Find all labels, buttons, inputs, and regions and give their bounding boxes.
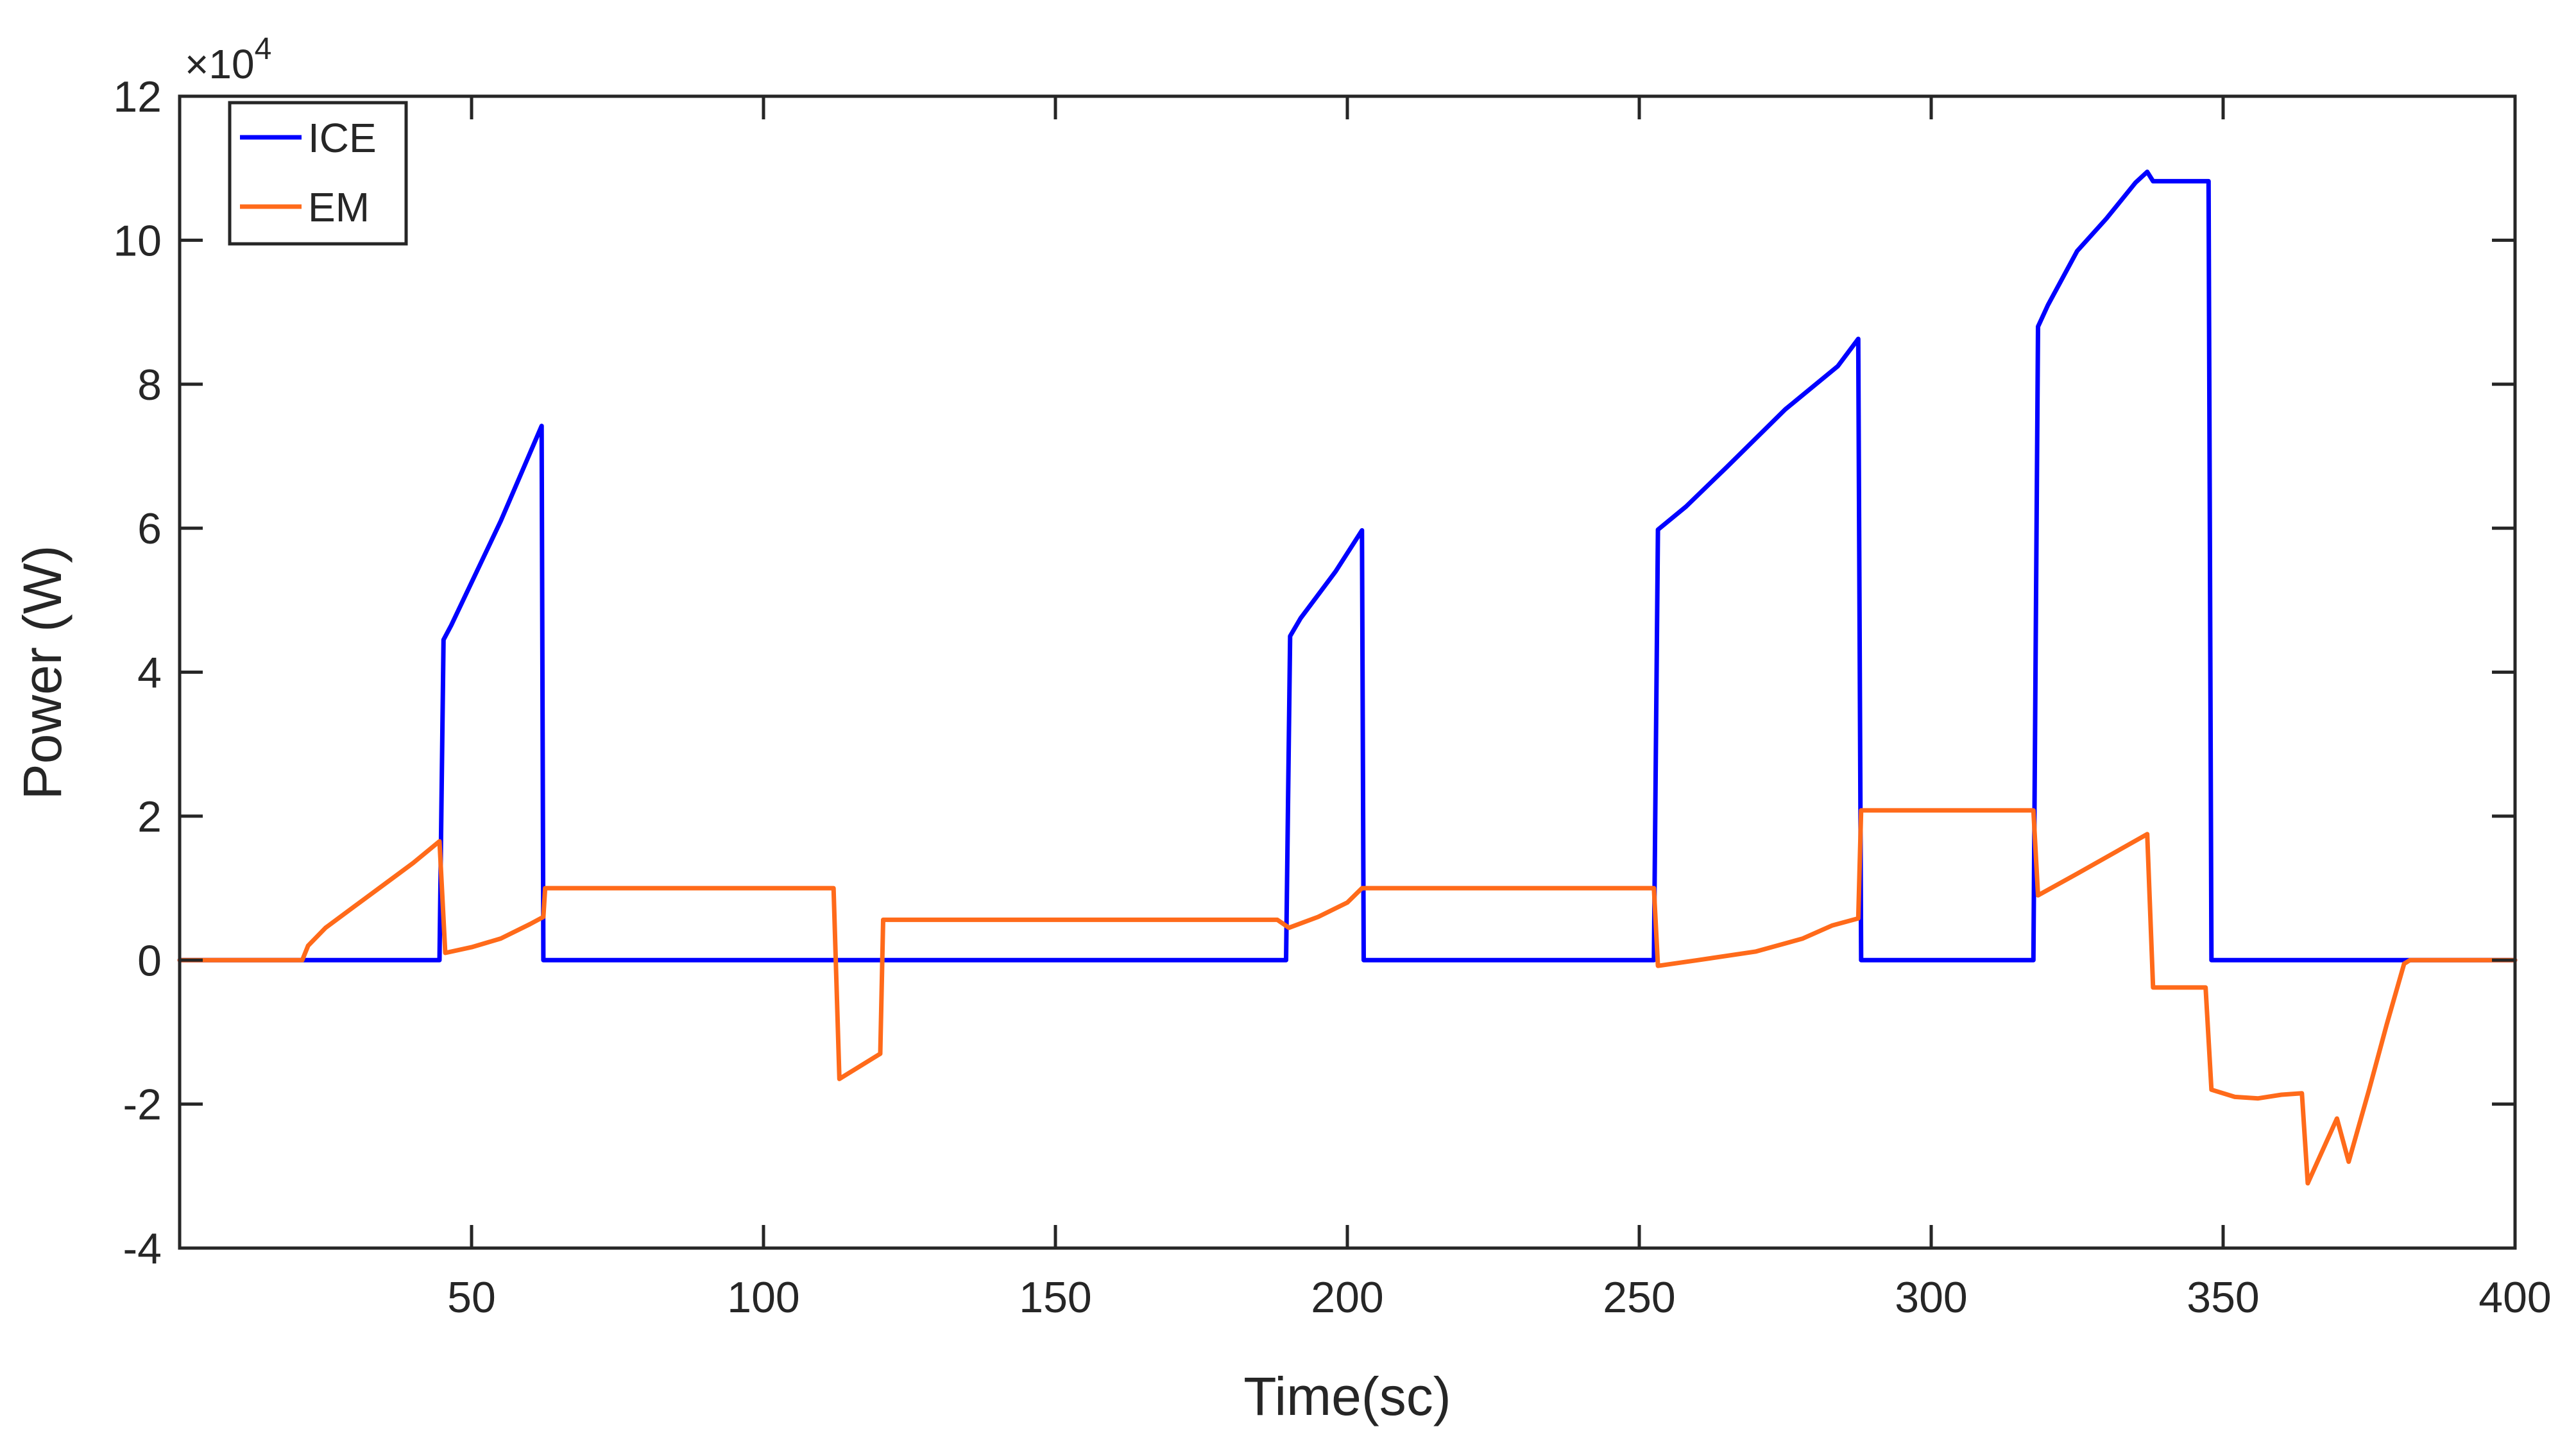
x-tick-label: 400 [2478,1273,2551,1322]
y-exponent-label: ×104 [185,32,271,87]
series-line-em [177,808,2518,1186]
y-tick-label: -4 [123,1224,162,1273]
y-axis-label: Power (W) [12,545,73,800]
legend-label-em: EM [308,184,370,230]
x-tick-label: 300 [1895,1273,1967,1322]
y-tick-label: 8 [137,361,162,409]
x-axis-label: Time(sc) [1243,1366,1451,1426]
x-tick-label: 50 [447,1273,496,1322]
legend-label-ice: ICE [308,115,377,161]
y-tick-label: -2 [123,1081,162,1129]
x-tick-label: 250 [1603,1273,1675,1322]
x-tick-label: 350 [2187,1273,2259,1322]
y-tick-label: 4 [137,649,162,698]
y-tick-label: 0 [137,936,162,985]
y-exponent-base: ×10 [185,41,255,87]
legend-box [228,101,408,246]
y-exponent-power: 4 [255,32,272,66]
series-layer [177,169,2518,1186]
plot-area [180,96,2515,1248]
legend: ICE EM [228,101,408,246]
series-line-ice [177,169,2518,963]
y-axis-ticks: -4 -2 0 2 4 6 8 10 12 [113,73,2515,1273]
x-tick-label: 100 [727,1273,799,1322]
y-tick-label: 2 [137,792,162,841]
x-tick-label: 200 [1311,1273,1383,1322]
x-axis-ticks: 50 100 150 200 250 300 350 400 [447,96,2552,1322]
y-tick-label: 6 [137,504,162,553]
y-tick-label: 10 [113,216,162,265]
x-tick-label: 150 [1019,1273,1091,1322]
y-tick-label: 12 [113,73,162,121]
